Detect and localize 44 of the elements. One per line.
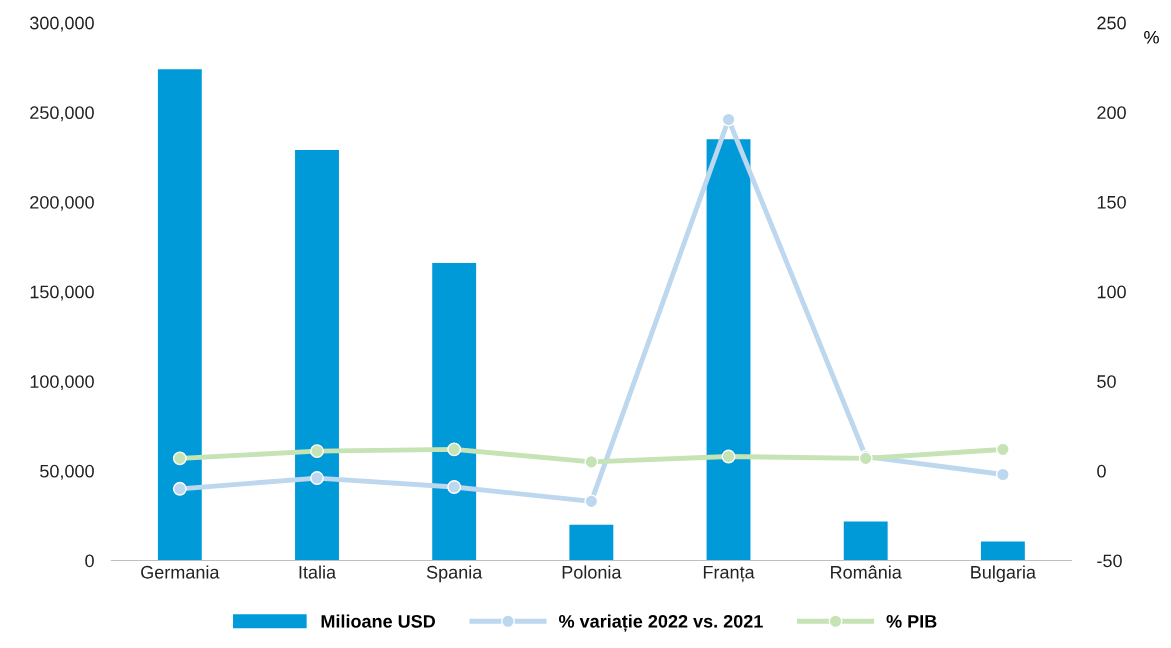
point: [995, 467, 1010, 482]
legend-label: Milioane USD: [321, 614, 436, 628]
x-tick-label: Italia: [299, 565, 337, 579]
point: [172, 481, 187, 496]
legend-label: % PIB: [886, 614, 937, 628]
y-tick-label: 250,000: [30, 106, 94, 122]
bar: [569, 524, 614, 561]
y-tick-label: 50,000: [40, 464, 94, 480]
x-tick-label: Bulgaria: [971, 565, 1036, 583]
y2-axis-title: %: [1144, 30, 1159, 44]
bar: [157, 69, 202, 561]
y-tick-label: 200,000: [30, 195, 94, 211]
y2-tick-label: 150: [1097, 195, 1126, 209]
point: [995, 442, 1010, 457]
bar: [980, 541, 1025, 561]
y2-tick-label: 100: [1097, 285, 1126, 299]
point: [310, 444, 324, 459]
y2-tick-label: 200: [1097, 106, 1126, 120]
y-tick-label: 0: [85, 554, 94, 568]
y2-tick-label: 50: [1097, 375, 1116, 388]
bar: [706, 139, 751, 561]
x-tick-label: România: [831, 565, 902, 579]
point: [447, 480, 462, 494]
y-tick-label: 300,000: [30, 16, 94, 32]
point: [584, 454, 599, 469]
x-tick-label: Spania: [426, 565, 483, 583]
y-tick-label: 100,000: [30, 375, 94, 391]
point: [584, 494, 599, 509]
point: [310, 471, 324, 485]
x-tick-label: Germania: [141, 565, 220, 579]
bar: [432, 262, 477, 561]
point: [172, 451, 187, 466]
y2-tick-label: 0: [1097, 464, 1106, 478]
bar: [295, 149, 339, 561]
point: [721, 112, 736, 127]
point: [447, 442, 462, 457]
y2-tick-label: 250: [1097, 16, 1126, 30]
x-tick-label: Franța: [703, 565, 755, 583]
legend-label: % variație 2022 vs. 2021: [558, 614, 763, 632]
point: [721, 449, 736, 464]
bar: [843, 521, 888, 561]
x-tick-label: Polonia: [562, 565, 622, 579]
y-tick-label: 150,000: [30, 285, 94, 301]
y2-tick-label: -50: [1097, 554, 1122, 568]
